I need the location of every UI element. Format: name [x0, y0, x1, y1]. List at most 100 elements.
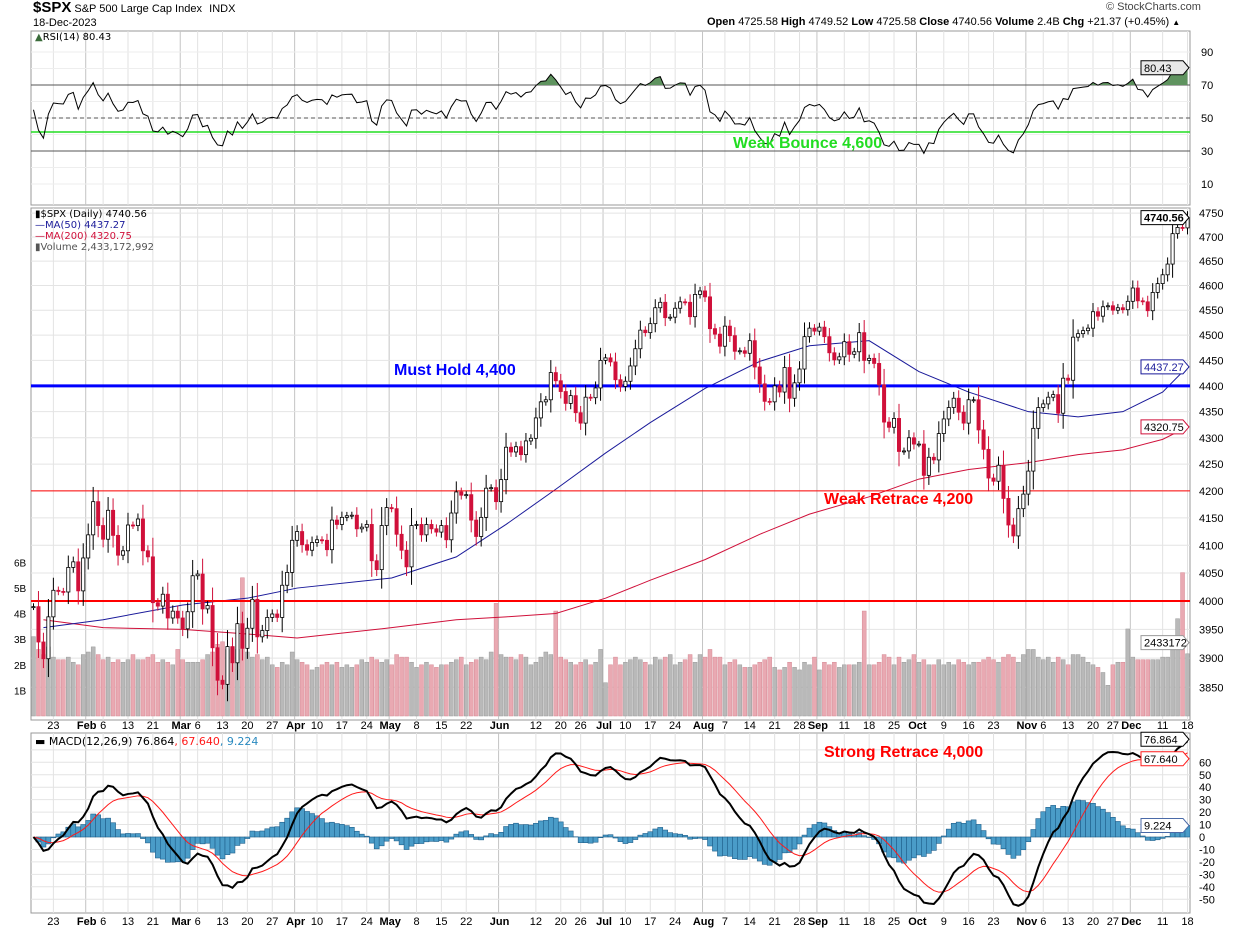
volume-bar	[1150, 659, 1155, 717]
candle-body	[51, 589, 56, 618]
volume-bar	[190, 661, 195, 717]
candle-body	[772, 385, 777, 403]
volume-tick-label: 4B	[14, 610, 27, 621]
candle-body	[354, 514, 359, 530]
macd-histogram-bar	[965, 820, 972, 838]
macd-histogram-bar	[319, 818, 325, 838]
macd-histogram-bar	[906, 836, 912, 861]
candle-body	[285, 572, 290, 586]
macd-histogram-bar	[408, 836, 415, 847]
volume-bar	[667, 654, 673, 717]
x-tick-label: 21	[147, 720, 159, 732]
volume-bar	[454, 659, 459, 717]
macd-histogram-bar	[567, 830, 574, 838]
high-value: 4749.52	[808, 16, 849, 28]
annotation-strong-retrace: Strong Retrace 4,000	[824, 744, 984, 761]
macd-tick-label: 40	[1199, 782, 1211, 794]
candle-body	[802, 336, 807, 370]
macd-histogram-bar	[383, 836, 390, 842]
ma200-tag	[1140, 419, 1190, 435]
x-tick-label: 13	[1062, 916, 1074, 928]
candle-body	[911, 437, 916, 445]
volume-bar	[638, 659, 643, 717]
candle-body	[459, 491, 464, 496]
candle-body	[528, 437, 533, 442]
price-tick-label: 3950	[1199, 624, 1223, 636]
x-tick-label: Jun	[490, 720, 510, 732]
candle-body	[658, 301, 663, 309]
volume-bar	[832, 661, 837, 717]
macd-histogram-bar	[622, 836, 629, 844]
macd-histogram-bar	[1040, 811, 1047, 838]
open-label: Open	[707, 16, 736, 28]
candle-body	[414, 524, 419, 526]
candle-body	[479, 516, 484, 537]
candle-body	[200, 573, 205, 610]
volume-bar	[852, 664, 857, 717]
price-tick-label: 4000	[1199, 596, 1223, 608]
candle-body	[971, 399, 976, 402]
macd-histogram-bar	[498, 832, 504, 838]
candle-body	[603, 357, 608, 361]
volume-value: 2.4B	[1037, 16, 1060, 28]
x-tick-label: 23	[987, 916, 999, 928]
candle-body	[86, 534, 91, 559]
volume-bar	[1125, 628, 1131, 717]
macd-histogram-bar	[363, 835, 370, 838]
volume-bar	[85, 651, 91, 717]
volume-bar	[200, 659, 205, 717]
x-tick-label: 11	[1157, 720, 1168, 732]
x-tick-label: 20	[555, 916, 567, 928]
macd-histogram-bar	[45, 836, 52, 845]
candle-body	[573, 395, 578, 414]
x-tick-label: 9	[941, 720, 947, 732]
volume-tag	[1140, 635, 1190, 651]
x-tick-label: 22	[460, 916, 472, 928]
macd-histogram-bar	[1025, 836, 1032, 843]
volume-bar	[996, 661, 1001, 717]
volume-bar	[434, 667, 439, 717]
x-tick-label: 18	[1181, 916, 1193, 928]
candle-body	[832, 352, 837, 361]
x-tick-label: Apr	[286, 916, 306, 928]
volume-bar	[140, 659, 146, 717]
candle-body	[190, 575, 195, 613]
close-value: 4740.56	[952, 16, 993, 28]
macd-histogram-bar	[518, 824, 524, 838]
candle-body	[125, 524, 130, 552]
candle-body	[807, 327, 812, 338]
candle-body	[96, 501, 101, 526]
x-tick-label: 20	[555, 720, 567, 732]
annotation-weak-retrace: Weak Retrace 4,200	[824, 491, 974, 508]
macd-histogram-bar	[722, 836, 728, 856]
histogram-legend-text: , 9.224	[219, 735, 259, 748]
x-tick-label: 10	[619, 720, 631, 732]
volume-bar	[727, 661, 733, 717]
macd-histogram-bar	[891, 836, 897, 859]
volume-bar	[488, 651, 494, 717]
candle-body	[111, 509, 116, 536]
macd-tick-label: -30	[1199, 869, 1215, 881]
candle-body	[1110, 305, 1115, 311]
macd-tick-label: -50	[1199, 894, 1215, 906]
macd-histogram-bar	[1005, 836, 1012, 855]
macd-histogram-bar	[627, 836, 634, 843]
candle-body	[956, 397, 961, 413]
rsi-tick-label: 30	[1201, 146, 1213, 158]
volume-bar	[618, 664, 623, 717]
candle-body	[315, 539, 320, 543]
x-tick-label: 24	[361, 916, 373, 928]
volume-bar	[513, 659, 519, 717]
candle-body	[897, 418, 902, 452]
volume-bar	[613, 656, 618, 717]
stockcharts-brand[interactable]: © StockCharts.com	[1106, 1, 1201, 13]
x-tick-label: 21	[769, 720, 781, 732]
macd-histogram-bar	[712, 836, 718, 852]
volume-bar	[762, 659, 767, 717]
volume-bar	[861, 610, 867, 717]
macd-histogram-bar	[393, 836, 400, 842]
mountain-icon: ▲	[35, 32, 43, 43]
x-tick-label: 13	[216, 916, 228, 928]
candle-body	[235, 623, 240, 664]
x-tick-label: 27	[1107, 720, 1119, 732]
